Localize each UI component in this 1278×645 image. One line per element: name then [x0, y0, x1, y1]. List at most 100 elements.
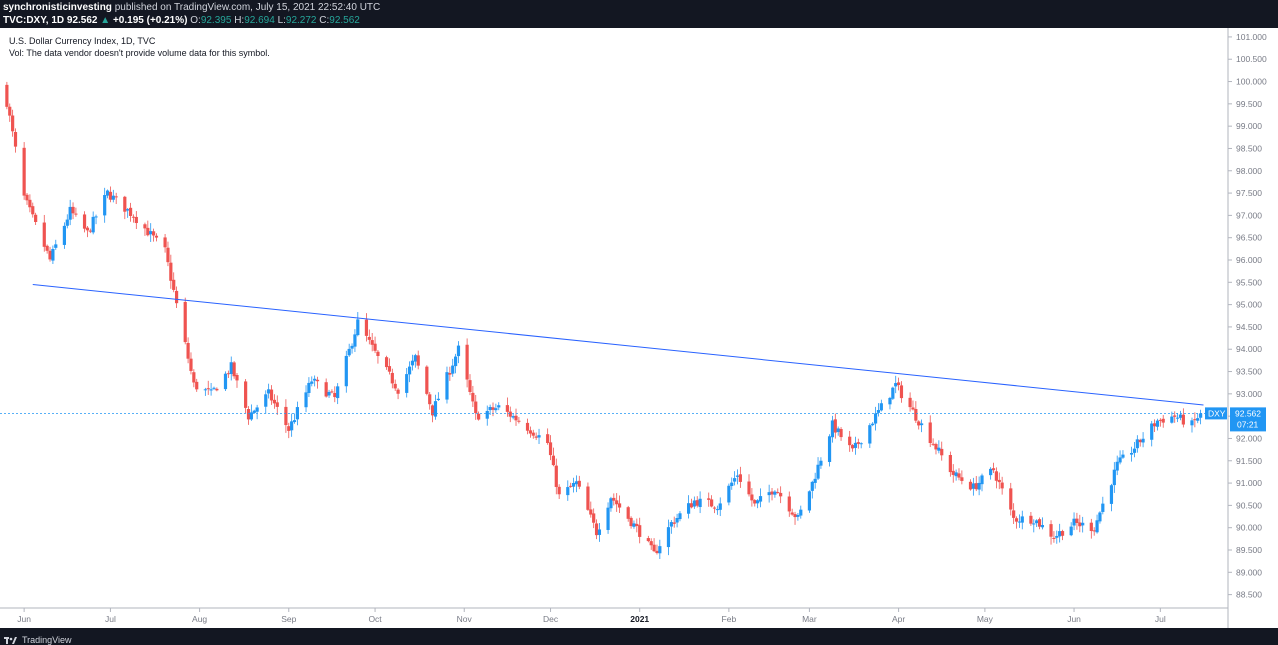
candle-body[interactable]	[206, 388, 210, 390]
candle-body[interactable]	[1020, 516, 1024, 523]
candle-body[interactable]	[65, 219, 69, 226]
candle-body[interactable]	[192, 372, 196, 383]
candle-body[interactable]	[551, 455, 556, 466]
candle-body[interactable]	[1170, 416, 1174, 423]
candle-body[interactable]	[91, 216, 95, 233]
candle-body[interactable]	[1055, 535, 1059, 538]
candle-body[interactable]	[149, 231, 153, 235]
candle-body[interactable]	[1141, 438, 1145, 443]
candle-body[interactable]	[1092, 530, 1096, 532]
candle-body[interactable]	[212, 387, 216, 389]
candle-body[interactable]	[31, 206, 35, 215]
candle-body[interactable]	[172, 279, 176, 290]
candle-body[interactable]	[617, 503, 622, 508]
candle-body[interactable]	[166, 247, 170, 263]
candle-body[interactable]	[796, 514, 800, 517]
candle-body[interactable]	[11, 115, 15, 132]
candle-body[interactable]	[609, 498, 613, 509]
candle-body[interactable]	[707, 498, 711, 500]
candle-body[interactable]	[324, 382, 328, 397]
candle-body[interactable]	[658, 546, 662, 554]
candle-body[interactable]	[879, 403, 883, 411]
candle-body[interactable]	[569, 485, 573, 487]
candle-body[interactable]	[799, 509, 803, 516]
candle-body[interactable]	[195, 381, 199, 390]
candle-body[interactable]	[275, 402, 279, 407]
candle-body[interactable]	[1109, 485, 1114, 504]
candle-body[interactable]	[134, 216, 138, 224]
candle-body[interactable]	[68, 206, 72, 220]
candle-body[interactable]	[1150, 423, 1154, 440]
candle-body[interactable]	[687, 503, 691, 514]
candle-body[interactable]	[989, 468, 993, 476]
candle-body[interactable]	[733, 478, 737, 482]
candle-body[interactable]	[1032, 523, 1036, 525]
candle-body[interactable]	[154, 235, 159, 238]
candle-body[interactable]	[126, 209, 130, 211]
candle-body[interactable]	[629, 517, 633, 527]
candle-body[interactable]	[54, 244, 58, 248]
candle-body[interactable]	[1060, 531, 1065, 536]
candle-body[interactable]	[960, 477, 964, 481]
candle-body[interactable]	[456, 345, 461, 357]
candle-body[interactable]	[991, 468, 996, 471]
candle-body[interactable]	[143, 224, 147, 229]
candle-body[interactable]	[1161, 418, 1165, 423]
candle-body[interactable]	[1081, 522, 1085, 526]
candle-body[interactable]	[830, 420, 835, 438]
candle-body[interactable]	[477, 413, 481, 420]
candle-body[interactable]	[871, 423, 875, 426]
candle-body[interactable]	[42, 222, 46, 247]
candle-body[interactable]	[753, 500, 757, 504]
candle-body[interactable]	[646, 538, 650, 542]
candle-body[interactable]	[574, 481, 579, 485]
candle-body[interactable]	[948, 455, 952, 473]
candle-body[interactable]	[22, 147, 26, 196]
candle-body[interactable]	[1009, 488, 1013, 510]
candle-body[interactable]	[88, 230, 92, 232]
author-name[interactable]: synchronisticinvesting	[3, 2, 112, 13]
candle-body[interactable]	[1052, 537, 1056, 539]
candle-body[interactable]	[669, 522, 673, 527]
candle-body[interactable]	[698, 498, 702, 508]
candle-body[interactable]	[174, 290, 179, 304]
candle-body[interactable]	[534, 436, 538, 438]
candle-body[interactable]	[678, 513, 682, 520]
candle-body[interactable]	[850, 445, 855, 449]
candle-body[interactable]	[894, 383, 898, 387]
candle-body[interactable]	[384, 357, 389, 368]
candle-body[interactable]	[758, 496, 763, 502]
candle-body[interactable]	[292, 420, 297, 423]
candle-body[interactable]	[344, 355, 348, 387]
candle-body[interactable]	[223, 373, 228, 390]
candle-body[interactable]	[810, 481, 814, 491]
candle-body[interactable]	[827, 436, 832, 462]
candle-body[interactable]	[738, 474, 742, 482]
candle-body[interactable]	[859, 443, 863, 445]
candle-body[interactable]	[652, 544, 656, 552]
candle-body[interactable]	[919, 423, 924, 426]
candle-body[interactable]	[390, 372, 394, 384]
candle-body[interactable]	[1190, 420, 1194, 426]
candle-body[interactable]	[74, 213, 78, 215]
candle-body[interactable]	[373, 343, 377, 351]
candle-body[interactable]	[695, 500, 699, 506]
candle-body[interactable]	[1132, 448, 1137, 453]
candle-body[interactable]	[997, 479, 1001, 483]
candle-body[interactable]	[1155, 420, 1160, 427]
candle-body[interactable]	[465, 344, 469, 380]
candle-body[interactable]	[571, 483, 576, 487]
candle-body[interactable]	[13, 131, 18, 147]
candle-body[interactable]	[491, 407, 495, 410]
candle-body[interactable]	[244, 381, 248, 408]
candle-body[interactable]	[163, 237, 167, 248]
candle-body[interactable]	[1193, 419, 1197, 421]
candle-body[interactable]	[48, 250, 52, 260]
candle-body[interactable]	[980, 475, 984, 485]
candle-body[interactable]	[839, 429, 843, 438]
candle-body[interactable]	[615, 500, 619, 505]
candle-body[interactable]	[787, 496, 791, 512]
candle-body[interactable]	[151, 231, 156, 236]
candle-body[interactable]	[405, 374, 409, 393]
candle-body[interactable]	[1000, 482, 1004, 489]
